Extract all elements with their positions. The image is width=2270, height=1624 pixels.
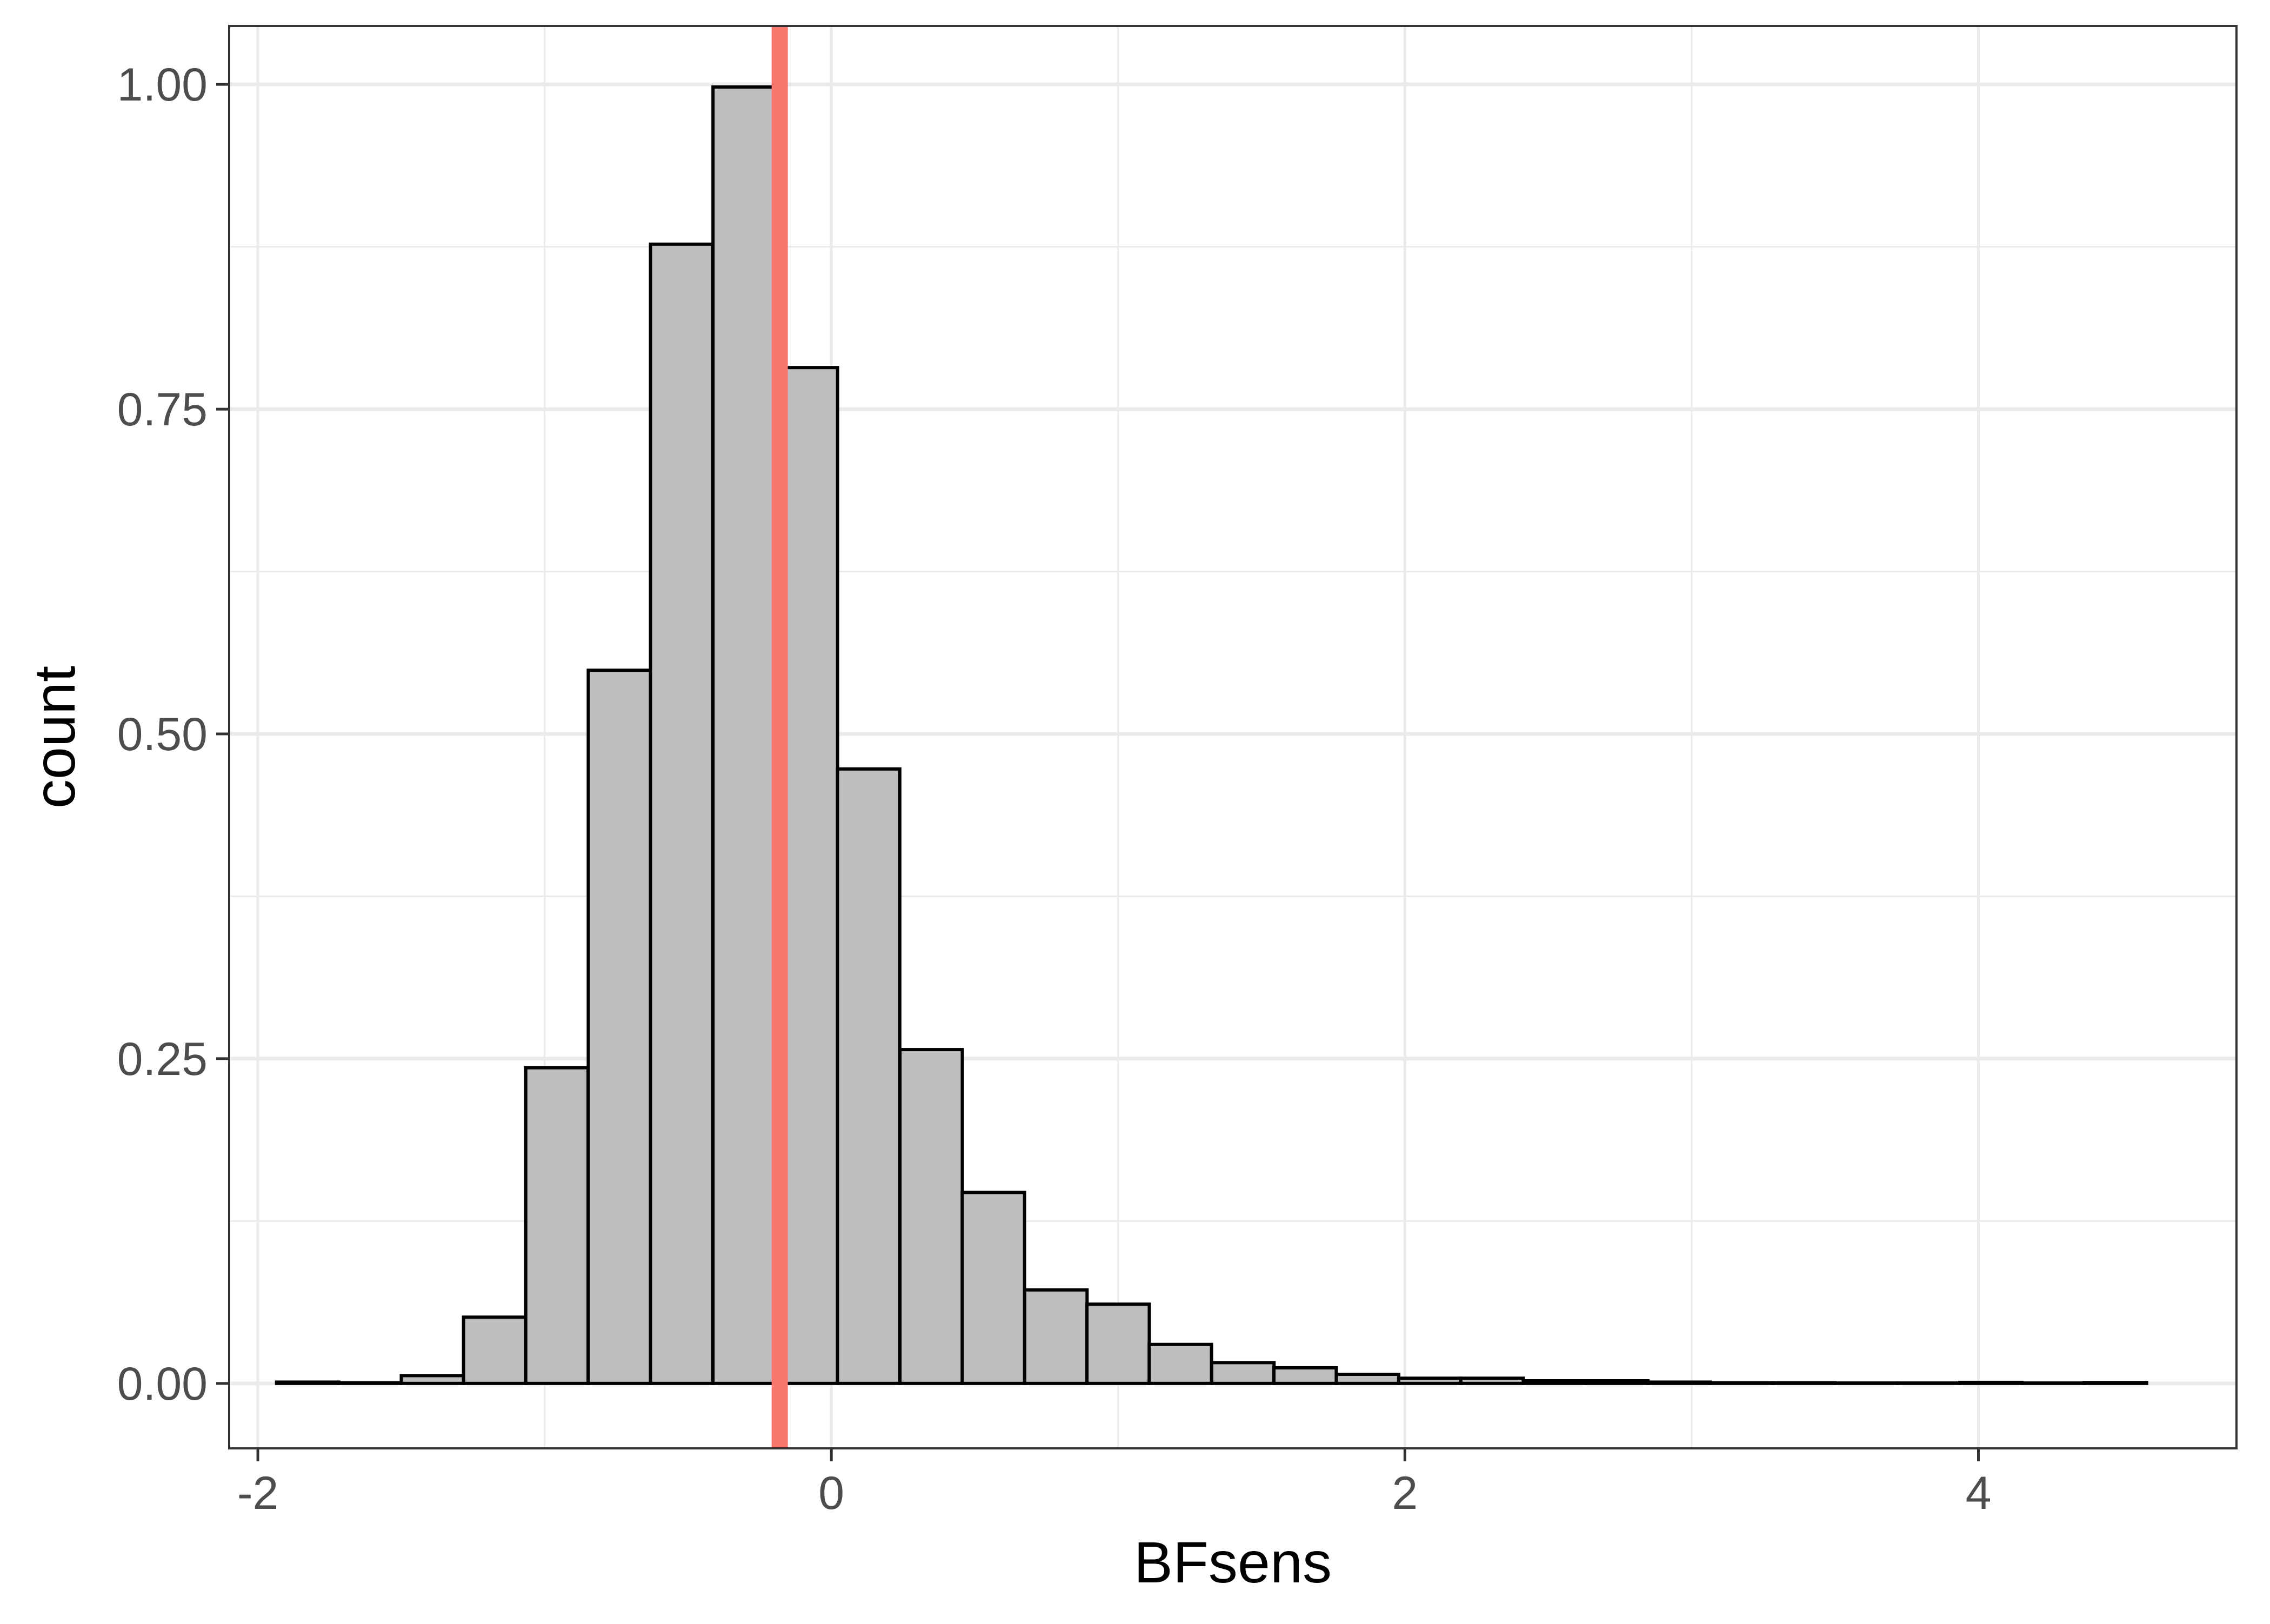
histogram-bar [524,1066,590,1385]
histogram-bar [462,1315,528,1385]
histogram-bar [399,1374,465,1385]
histogram-bar [1708,1381,1774,1385]
y-tick-label: 0.50 [117,709,208,760]
histogram-bar [1210,1361,1276,1385]
x-axis-ticks: -2 0 2 4 [237,1448,1992,1519]
histogram-bar [1646,1380,1712,1385]
histogram-bar [1085,1302,1151,1385]
histogram-bar [1397,1376,1463,1385]
histogram-bar [2082,1381,2148,1385]
histogram-bar [960,1191,1026,1385]
x-tick-label: 4 [1966,1467,1992,1519]
y-tick-label: 0.25 [117,1033,208,1085]
y-tick-label: 0.75 [117,384,208,436]
x-tick-label: -2 [237,1467,278,1519]
histogram-bar [1895,1381,1961,1385]
histogram-bar [1584,1379,1650,1385]
histogram-bar [1147,1342,1213,1385]
y-axis-ticks: 0.00 0.25 0.50 0.75 1.00 [117,59,229,1410]
histogram-bar [1958,1380,2024,1385]
histogram-bar [649,242,715,1385]
x-tick-label: 2 [1392,1467,1418,1519]
histogram-bar [2020,1381,2086,1385]
histogram-bar [898,1048,964,1385]
histogram-bar [1459,1376,1525,1385]
histogram-bar [1521,1379,1587,1385]
plot-panel-border [228,25,2238,1449]
histogram-bar [711,85,777,1385]
x-tick-label: 0 [818,1467,844,1519]
histogram-bar [275,1380,341,1385]
histogram-bar [1334,1372,1401,1385]
x-axis-title: BFsens [1134,1529,1332,1595]
histogram-bar [337,1381,403,1385]
histogram-bar [1272,1366,1338,1385]
y-tick-label: 0.00 [117,1358,208,1410]
histogram-bar [1023,1288,1089,1385]
y-axis-title: count [22,666,87,808]
histogram-bar [836,767,902,1385]
y-tick-label: 1.00 [117,59,208,111]
histogram-bar [586,669,652,1385]
histogram-bar [1771,1381,1837,1385]
histogram-bar [1833,1381,1899,1385]
